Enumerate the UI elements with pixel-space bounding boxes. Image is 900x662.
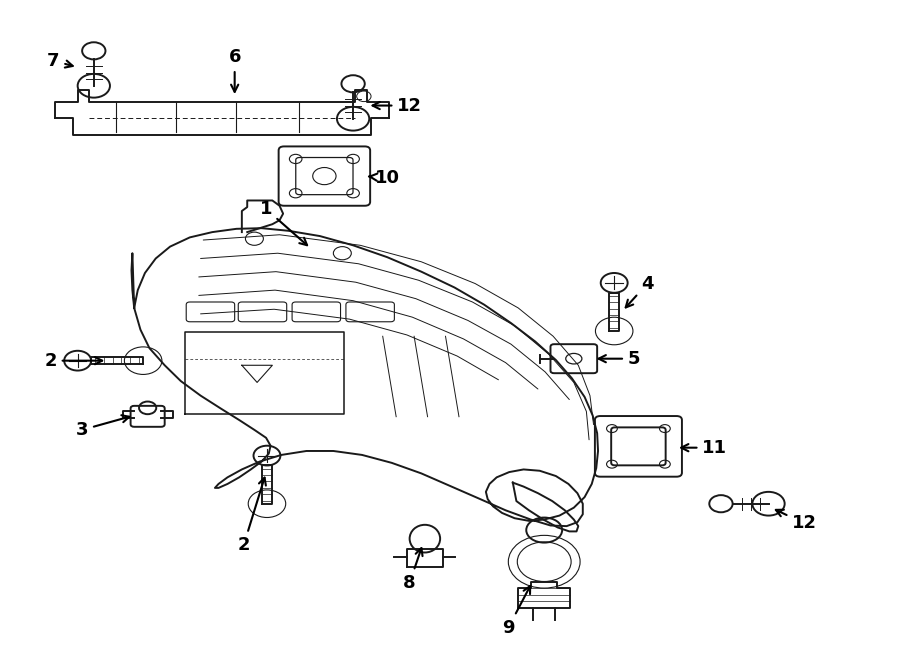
- Text: 12: 12: [373, 97, 422, 115]
- Text: 3: 3: [76, 415, 130, 439]
- Text: 4: 4: [626, 275, 653, 307]
- Text: 10: 10: [369, 169, 400, 187]
- Text: 11: 11: [681, 439, 727, 457]
- Text: 2: 2: [44, 352, 103, 369]
- FancyBboxPatch shape: [130, 406, 165, 427]
- FancyBboxPatch shape: [296, 158, 353, 195]
- Text: 12: 12: [776, 510, 817, 532]
- Text: 9: 9: [502, 586, 530, 637]
- FancyBboxPatch shape: [595, 416, 682, 477]
- Text: 2: 2: [238, 477, 266, 554]
- FancyBboxPatch shape: [279, 146, 370, 206]
- FancyBboxPatch shape: [551, 344, 597, 373]
- Text: 6: 6: [229, 48, 241, 92]
- FancyBboxPatch shape: [611, 428, 666, 465]
- Text: 7: 7: [47, 52, 73, 70]
- Text: 8: 8: [403, 548, 422, 592]
- Text: 5: 5: [598, 350, 640, 367]
- Text: 1: 1: [260, 200, 307, 245]
